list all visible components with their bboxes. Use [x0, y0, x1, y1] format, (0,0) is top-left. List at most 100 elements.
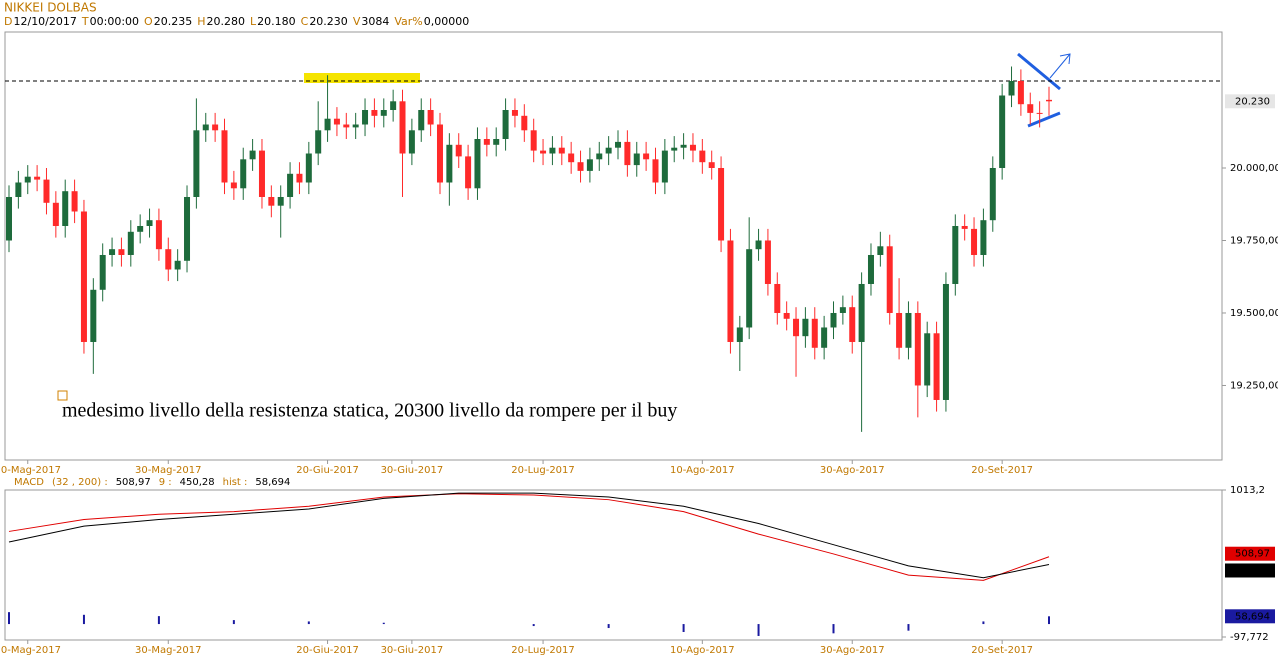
breakout-arrow — [1049, 53, 1071, 79]
x-tick-label: 30-Ago-2017 — [820, 465, 885, 476]
candle-body — [821, 327, 828, 348]
candle-body — [558, 147, 565, 154]
macd-legend: MACD — [14, 477, 44, 488]
info-label: L — [250, 15, 257, 28]
candle-body — [568, 153, 575, 163]
candle-body — [380, 110, 387, 116]
info-label: C — [301, 15, 309, 28]
candle-body — [258, 150, 265, 197]
candle-body — [390, 101, 397, 111]
candle-body — [1017, 81, 1024, 105]
x-tick-label: 30-Mag-2017 — [135, 645, 202, 656]
candle-body — [774, 283, 781, 313]
candle-body — [867, 254, 874, 284]
candle-body — [896, 312, 903, 348]
info-label: T — [81, 15, 89, 28]
candle-body — [540, 150, 547, 154]
candle-body — [905, 312, 912, 348]
info-value: 00:00:00 — [90, 15, 139, 28]
candle-body — [746, 249, 753, 328]
x-tick-label: 30-Giu-2017 — [381, 465, 444, 476]
candle-body — [184, 196, 191, 261]
candle-body — [521, 115, 528, 131]
info-value: 12/10/2017 — [13, 15, 76, 28]
macd-value-label: 58,694 — [1235, 611, 1270, 622]
candle-body — [165, 249, 172, 270]
info-value: 3084 — [361, 15, 389, 28]
candle-body — [324, 118, 331, 131]
y-tick-label: 20.000,00 — [1230, 163, 1278, 174]
candle-body — [352, 124, 359, 128]
candle-body — [118, 249, 125, 255]
candle-body — [15, 182, 22, 197]
resistance-highlight — [304, 73, 420, 83]
candle-body — [924, 333, 931, 386]
candle-body — [305, 153, 312, 183]
price-tag — [1225, 94, 1275, 109]
candle-body — [1027, 104, 1034, 113]
candle-body — [249, 150, 256, 160]
candle-body — [212, 124, 219, 131]
candle-body — [137, 225, 144, 232]
candle-body — [240, 159, 247, 189]
candle-body — [221, 130, 228, 183]
candle-body — [961, 225, 968, 229]
candle-body — [371, 110, 378, 116]
candle-body — [502, 110, 509, 139]
candle-body — [793, 318, 800, 337]
info-label: H — [197, 15, 205, 28]
y-tick-label: 19.750,00 — [1230, 235, 1278, 246]
candle-body — [858, 283, 865, 342]
candle-body — [680, 144, 687, 148]
info-label: D — [4, 15, 12, 28]
x-tick-label: 20-Set-2017 — [971, 465, 1033, 476]
macd-y-tick-label: 1013,2 — [1230, 485, 1265, 496]
candle-body — [99, 254, 106, 290]
info-label: V — [353, 15, 361, 28]
candle-body — [24, 176, 31, 183]
x-tick-label: 20-Lug-2017 — [511, 645, 574, 656]
candle-body — [942, 283, 949, 400]
candle-body — [193, 130, 200, 197]
candle-body — [615, 141, 622, 148]
candle-body — [333, 118, 340, 125]
triangle-pattern — [1017, 52, 1061, 128]
candle-body — [446, 144, 453, 183]
candle-body — [914, 312, 921, 386]
y-tick-label: 19.250,00 — [1230, 380, 1278, 391]
candle-body — [71, 191, 78, 212]
candle-body — [408, 130, 415, 154]
candle-body — [849, 307, 856, 342]
annotation: medesimo livello della resistenza static… — [62, 400, 677, 422]
macd-legend: 9 : — [159, 477, 172, 488]
candle-body — [989, 167, 996, 221]
candle-body — [877, 246, 884, 255]
x-tick-label: 20-Giu-2017 — [296, 465, 359, 476]
x-tick-label: 10-Ago-2017 — [670, 465, 735, 476]
candle-body — [127, 231, 134, 255]
candle-body — [549, 147, 556, 154]
candle-body — [474, 139, 481, 189]
candle-body — [109, 249, 116, 255]
candle-body — [62, 191, 69, 226]
candle-body — [146, 220, 153, 226]
candle-body — [802, 318, 809, 337]
macd-value-tag — [1225, 563, 1275, 578]
candle-body — [652, 159, 659, 183]
macd-value-label: 508,97 — [1235, 549, 1270, 560]
chart-title: NIKKEI DOLBAS — [4, 1, 97, 15]
annotation-marker — [57, 390, 68, 401]
x-tick-label: 30-Giu-2017 — [381, 645, 444, 656]
macd-value-label: 450,28 — [1235, 565, 1270, 576]
candle-body — [980, 220, 987, 255]
candle-body — [174, 260, 181, 270]
price-tag-label: 20.230 — [1235, 96, 1270, 107]
x-tick-label: 10-Ago-2017 — [670, 645, 735, 656]
candle-body — [971, 228, 978, 255]
candle-body — [661, 150, 668, 183]
candle-body — [577, 162, 584, 171]
x-tick-label: 10-Mag-2017 — [0, 465, 61, 476]
candle-body — [755, 240, 762, 250]
macd-value-tag — [1225, 609, 1275, 624]
